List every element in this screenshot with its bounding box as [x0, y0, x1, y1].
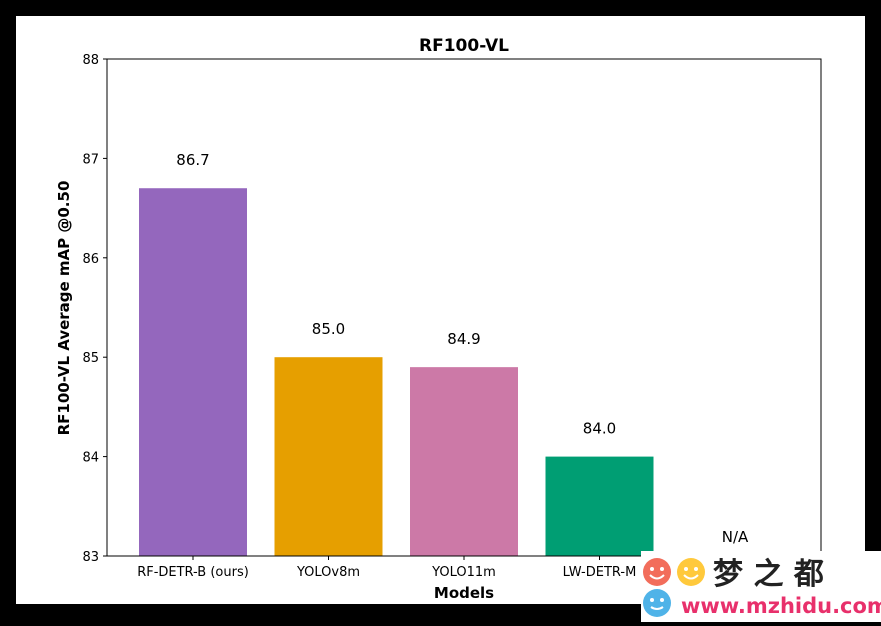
y-tick-label: 85 — [82, 351, 99, 366]
smile-face-icon — [643, 558, 671, 586]
x-tick-label: LW-DETR-M — [563, 565, 637, 580]
bar — [274, 357, 383, 556]
bar — [139, 188, 247, 556]
bar-value-label: 85.0 — [312, 320, 345, 338]
bar — [410, 367, 518, 556]
watermark-url: www.mzhidu.com — [681, 594, 881, 618]
y-tick-label: 84 — [82, 451, 99, 466]
x-tick-label: RF-DETR-B (ours) — [137, 565, 249, 580]
y-tick-label: 86 — [82, 252, 99, 267]
bar-value-label: 84.0 — [583, 420, 616, 438]
chart-canvas: RF100-VL RF100-VL Average mAP @0.50 Mode… — [16, 16, 865, 604]
value-labels-group: 86.7 85.0 84.9 84.0 N/A — [176, 151, 749, 546]
blue-face-icon — [643, 589, 671, 617]
watermark-brand: 梦 之 都 — [713, 557, 824, 592]
x-tick-label: YOLOv8m — [296, 565, 360, 580]
bar-value-label: N/A — [722, 528, 749, 546]
bar-value-label: 86.7 — [176, 151, 209, 169]
bars-group — [139, 188, 654, 556]
x-tick-label: YOLO11m — [431, 565, 496, 580]
y-ticks-group: 83 84 85 86 87 88 — [82, 53, 107, 565]
plot-frame — [106, 58, 822, 557]
chart-title: RF100-VL — [419, 36, 509, 56]
bar-value-label: 84.9 — [447, 330, 480, 348]
x-ticks-group: RF-DETR-B (ours) YOLOv8m YOLO11m LW-DETR-M — [137, 556, 636, 580]
bar-chart: RF100-VL RF100-VL Average mAP @0.50 Mode… — [55, 36, 822, 602]
y-tick-label: 87 — [82, 152, 99, 167]
y-tick-label: 88 — [82, 53, 99, 68]
y-axis-label: RF100-VL Average mAP @0.50 — [55, 181, 73, 436]
happy-face-icon — [677, 558, 705, 586]
x-axis-label: Models — [434, 584, 494, 602]
y-tick-label: 83 — [82, 550, 99, 565]
watermark: 梦 之 都 www.mzhidu.com — [641, 551, 881, 622]
watermark-graphic: 梦 之 都 www.mzhidu.com — [643, 557, 881, 618]
bar — [545, 456, 654, 556]
